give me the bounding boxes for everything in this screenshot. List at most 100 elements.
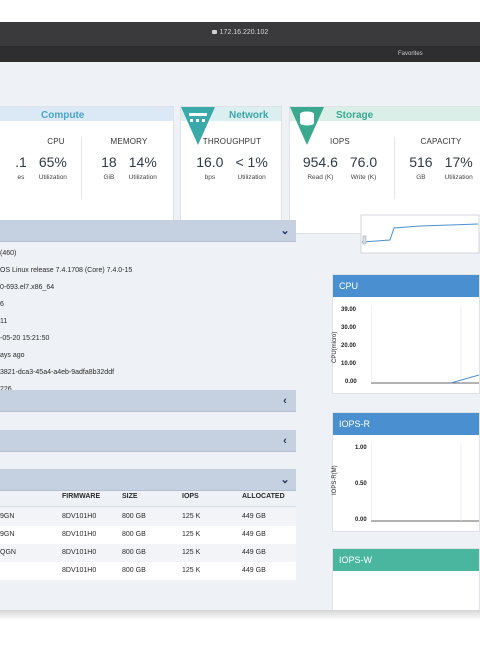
table-row[interactable]: 9GN 8DV101H0 800 GB 125 K 449 GB: [0, 526, 296, 544]
iops-w-chart-title: IOPS-W: [333, 549, 479, 571]
cell-firmware: 8DV101H0: [62, 513, 97, 520]
column-header-iops: IOPS: [182, 493, 199, 500]
dashboard-page: Compute CPU .1 es 65% Utilization MEMORY 1…: [0, 62, 480, 610]
cpu-chart-card: CPU 39.00 30.00 20.00 10.00 0.00 CPU(mic…: [332, 274, 480, 394]
cell-allocated: 449 GB: [242, 567, 266, 574]
info-line: 226: [0, 386, 12, 393]
cpu-chart-title: CPU: [333, 275, 479, 297]
lock-icon: [211, 30, 217, 34]
y-tick: 30.00: [341, 325, 357, 331]
divider: [394, 137, 395, 199]
browser-chrome: 172.16.220.102 Favorites: [0, 22, 480, 62]
memory-gib-value: 18: [101, 154, 117, 170]
table-row[interactable]: 9GN 8DV101H0 800 GB 125 K 449 GB: [0, 508, 296, 526]
memory-metric: MEMORY 18 GiB 14% Utilization: [87, 137, 171, 181]
capacity-gb-unit: GB: [416, 174, 426, 181]
screen-bezel-bottom: [0, 610, 480, 650]
favorites-bar: [0, 46, 480, 62]
chevron-left-icon[interactable]: ‹: [283, 395, 287, 407]
cell-allocated: 449 GB: [242, 549, 266, 556]
capacity-label: CAPACITY: [420, 137, 462, 146]
chevron-down-icon[interactable]: ⌄: [280, 225, 290, 237]
y-tick: 0.00: [345, 379, 357, 385]
network-icon: [181, 107, 215, 145]
bezel-shadow: [0, 610, 480, 620]
range-handle[interactable]: [362, 235, 367, 245]
table-row[interactable]: QGN 8DV101H0 800 GB 125 K 449 GB: [0, 544, 296, 562]
cpu-label: CPU: [47, 137, 65, 146]
storage-card: Storage IOPS 954.6 Read (K) 76.0 Write (K)…: [289, 106, 480, 234]
info-line: OS Linux release 7.4.1708 (Core) 7.4.0-1…: [0, 267, 133, 274]
cell-size: 800 GB: [122, 513, 146, 520]
column-header-size: SIZE: [122, 493, 138, 500]
cell-allocated: 449 GB: [242, 513, 266, 520]
cell-serial: 9GN: [0, 513, 15, 520]
collapsed-panel-header[interactable]: ‹: [0, 430, 296, 452]
details-panel-header[interactable]: ⌄: [0, 220, 296, 242]
cpu-utilization-value: 65%: [38, 154, 67, 170]
memory-utilization-value: 14%: [128, 154, 157, 170]
throughput-utilization-value: < 1%: [235, 154, 268, 170]
iops-w-chart-card: IOPS-W: [332, 548, 480, 610]
cell-iops: 125 K: [182, 549, 201, 556]
capacity-utilization-value: 17%: [444, 154, 473, 170]
compute-card-title: Compute: [0, 107, 173, 121]
info-line: 0-693.el7.x86_64: [0, 284, 55, 291]
table-row[interactable]: 8DV101H0 800 GB 125 K 449 GB: [0, 562, 296, 580]
cell-size: 800 GB: [122, 531, 146, 538]
iops-metric: IOPS 954.6 Read (K) 76.0 Write (K): [290, 137, 390, 181]
header-divider: [0, 506, 296, 507]
cell-serial: QGN: [0, 549, 16, 556]
memory-gib-unit: GiB: [103, 174, 115, 181]
cell-iops: 125 K: [182, 513, 201, 520]
info-line: 3821-dca3-45a4-a4eb-9adfa8b32ddf: [0, 369, 115, 376]
cpu-utilization-unit: Utilization: [38, 174, 67, 181]
y-tick: 20.00: [341, 343, 357, 349]
address-bar[interactable]: 172.16.220.102: [0, 29, 480, 36]
throughput-value: 16.0: [196, 154, 224, 170]
info-line: (460): [0, 250, 17, 257]
cell-size: 800 GB: [122, 549, 146, 556]
chevron-left-icon[interactable]: ‹: [283, 435, 287, 447]
cpu-plot: [371, 305, 479, 384]
range-selector-chart[interactable]: [360, 214, 480, 254]
memory-label: MEMORY: [110, 137, 148, 146]
iops-read-value: 954.6: [302, 154, 338, 170]
drives-panel-header[interactable]: ⌄: [0, 469, 296, 491]
storage-card-title: Storage: [290, 107, 480, 121]
cpu-partial-value: .1: [15, 154, 27, 170]
cell-iops: 125 K: [182, 531, 201, 538]
compute-card: Compute CPU .1 es 65% Utilization MEMORY 1…: [0, 106, 174, 234]
y-tick: 39.00: [341, 307, 357, 313]
y-tick: 1.00: [355, 445, 367, 451]
throughput-metric: THROUGHPUT 16.0 bps < 1% Utilization: [181, 137, 283, 181]
iops-write-value: 76.0: [349, 154, 378, 170]
favorites-label[interactable]: Favorites: [398, 51, 423, 57]
network-card: Network THROUGHPUT 16.0 bps < 1% Utilizati…: [180, 106, 282, 234]
y-axis-label: IOPS-R(M): [332, 465, 338, 495]
cell-firmware: 8DV101H0: [62, 549, 97, 556]
cell-size: 800 GB: [122, 567, 146, 574]
y-tick: 0.00: [355, 517, 367, 523]
iops-label: IOPS: [330, 137, 350, 146]
collapsed-panel-header[interactable]: ‹: [0, 390, 296, 412]
throughput-unit: bps: [204, 174, 216, 181]
capacity-gb-value: 516: [409, 154, 433, 170]
cpu-metric: CPU .1 es 65% Utilization: [1, 137, 81, 181]
info-line: -05-20 15:21:50: [0, 335, 50, 342]
column-header-allocated: ALLOCATED: [242, 493, 285, 500]
cell-allocated: 449 GB: [242, 531, 266, 538]
iops-read-unit: Read (K): [307, 174, 334, 181]
capacity-metric: CAPACITY 516 GB 17% Utilization: [398, 137, 480, 181]
chevron-down-icon[interactable]: ⌄: [280, 474, 290, 486]
throughput-label: THROUGHPUT: [202, 137, 262, 146]
info-line: 11: [0, 318, 8, 325]
iops-r-plot: [371, 443, 479, 522]
divider: [81, 137, 82, 199]
column-header-firmware: FIRMWARE: [62, 493, 101, 500]
cell-firmware: 8DV101H0: [62, 531, 97, 538]
memory-utilization-unit: Utilization: [128, 174, 157, 181]
cell-firmware: 8DV101H0: [62, 567, 97, 574]
database-icon: [290, 107, 324, 145]
url-text: 172.16.220.102: [219, 29, 269, 36]
